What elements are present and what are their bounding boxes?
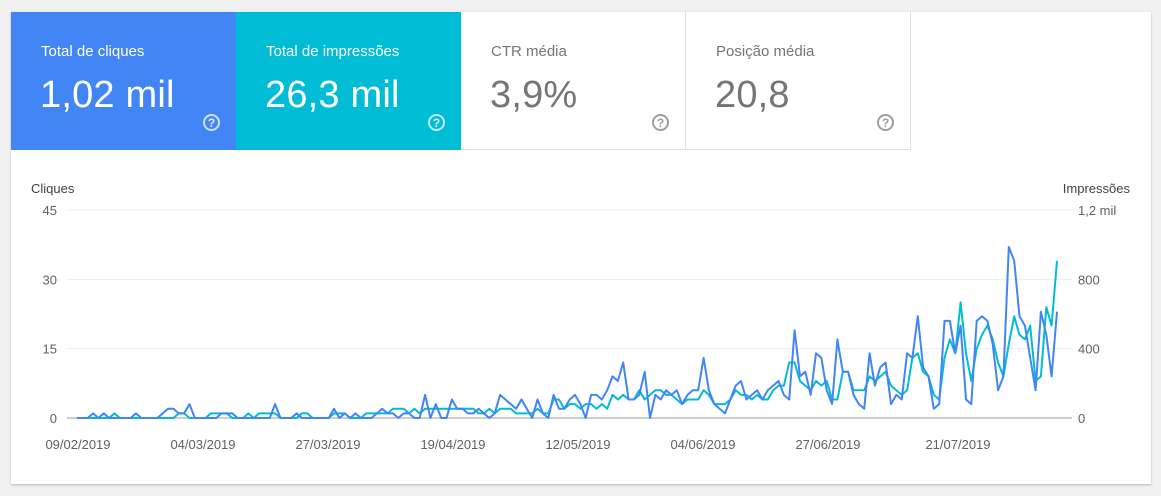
metric-tiles: Total de cliques 1,02 mil ? Total de imp…	[11, 12, 911, 150]
metric-tile-clicks[interactable]: Total de cliques 1,02 mil ?	[11, 12, 236, 150]
help-icon[interactable]: ?	[877, 114, 894, 131]
x-tick-label: 09/02/2019	[45, 437, 110, 452]
right-axis-title: Impressões	[1063, 181, 1131, 196]
metric-label: CTR média	[491, 43, 567, 60]
x-tick-label: 27/03/2019	[295, 437, 360, 452]
left-tick-label: 30	[43, 272, 57, 287]
x-tick-label: 19/04/2019	[420, 437, 485, 452]
left-tick-label: 15	[43, 342, 57, 357]
metric-tile-position[interactable]: Posição média 20,8 ?	[686, 12, 911, 150]
left-tick-label: 0	[50, 411, 57, 426]
performance-chart[interactable]: Cliques Impressões 45 1,2 mil 30 800 15 400 0 0 09…	[11, 12, 1151, 484]
help-icon[interactable]: ?	[652, 114, 669, 131]
x-tick-label: 04/06/2019	[670, 437, 735, 452]
right-tick-label: 400	[1078, 342, 1100, 357]
x-tick-label: 27/06/2019	[795, 437, 860, 452]
help-icon[interactable]: ?	[203, 114, 220, 131]
metric-label: Total de impressões	[266, 43, 400, 60]
right-tick-label: 0	[1078, 411, 1085, 426]
help-icon[interactable]: ?	[428, 114, 445, 131]
metric-value: 1,02 mil	[40, 74, 175, 116]
metric-label: Total de cliques	[41, 43, 145, 60]
left-tick-label: 45	[43, 203, 57, 218]
right-tick-label: 800	[1078, 272, 1100, 287]
performance-card: Total de cliques 1,02 mil ? Total de imp…	[11, 12, 1151, 484]
series-line-impress-es	[77, 260, 1058, 419]
x-tick-label: 21/07/2019	[925, 437, 990, 452]
metric-value: 26,3 mil	[265, 74, 400, 116]
x-tick-label: 12/05/2019	[545, 437, 610, 452]
left-axis-title: Cliques	[31, 181, 75, 196]
right-tick-label: 1,2 mil	[1078, 203, 1116, 218]
metric-value: 20,8	[715, 74, 790, 116]
metric-label: Posição média	[716, 43, 815, 60]
series-line-cliques	[77, 246, 1058, 419]
metric-value: 3,9%	[490, 74, 578, 116]
x-tick-label: 04/03/2019	[170, 437, 235, 452]
metric-tile-ctr[interactable]: CTR média 3,9% ?	[461, 12, 686, 150]
metric-tile-impressions[interactable]: Total de impressões 26,3 mil ?	[236, 12, 461, 150]
